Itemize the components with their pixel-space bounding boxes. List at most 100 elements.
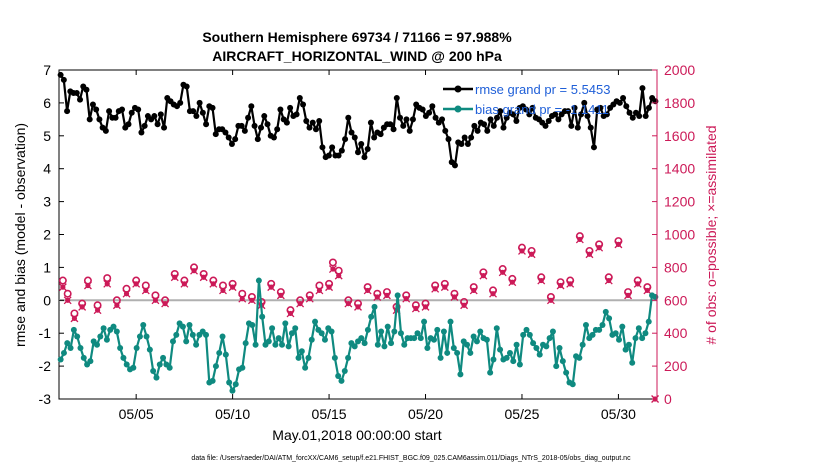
bias-point [477,328,484,335]
bias-point [361,340,368,347]
rmse-point [584,113,591,120]
obs-assimilated-cross [103,279,112,288]
rmse-point [342,136,349,143]
bias-point [559,358,566,365]
bias-point [285,343,292,350]
bias-point [265,338,272,345]
bias-point [351,343,358,350]
bias-point [93,341,100,348]
bias-point [378,328,385,335]
x-tick-label: 05/30 [601,406,636,422]
y-tick-label-left: 4 [43,161,51,177]
rmse-point [335,152,342,159]
rmse-point [251,122,258,129]
obs-assimilated-cross [70,314,79,323]
rmse-point [464,141,471,148]
rmse-point [154,121,161,128]
obs-assimilated-cross [228,283,237,292]
rmse-point [141,122,148,129]
rmse-point [442,127,449,134]
y-tick-label-right: 1200 [664,194,695,210]
chart-axes: -3 -2 -1 0 1 2 3 4 5 6 7 0 200 400 600 800 1000 1200 1400 1… [39,62,696,422]
rmse-point [497,108,504,115]
bias-point [632,335,639,342]
obs-assimilated-cross [305,294,314,303]
rmse-point [403,116,410,123]
bias-point [216,349,223,356]
rmse-point [225,134,232,141]
bias-point [417,335,424,342]
obs-assimilated-cross [604,276,613,285]
bias-point [394,292,401,299]
y-tick-label-left: -1 [39,325,52,341]
rmse-point [86,116,93,123]
bias-point [493,325,500,332]
obs-assimilated-cross [469,286,478,295]
rmse-point [274,126,281,133]
rmse-point [348,129,355,136]
obs-assimilated-cross [508,278,517,287]
y-tick-label-left: 6 [43,95,51,111]
bias-point [64,340,71,347]
rmse-point [552,111,559,118]
obs-assimilated-cross [328,265,337,274]
bias-point [411,335,418,342]
bias-point [193,341,200,348]
rmse-point [568,122,575,129]
x-tick-label: 05/10 [215,406,250,422]
bias-point [503,354,510,361]
bias-point [321,336,328,343]
bias-point [292,325,299,332]
rmse-point [493,114,500,121]
y-axis-label-left: rmse and bias (model - observation) [12,123,28,347]
rmse-point [303,117,310,124]
bias-point [629,359,636,366]
bias-point [117,345,124,352]
obs-assimilated-cross [286,309,295,318]
bias-point [183,338,190,345]
bias-point [434,326,441,333]
rmse-point [241,127,248,134]
obs-assimilated-cross [151,296,160,305]
bias-point [533,345,540,352]
bias-point [582,321,589,328]
rmse-point [626,109,633,116]
bias-point [203,331,210,338]
rmse-point [283,119,290,126]
rmse-point [406,127,413,134]
bias-point [381,343,388,350]
bias-point [77,345,84,352]
rmse-point [351,134,358,141]
bias-point [156,361,163,368]
y-tick-label-left: 0 [43,292,51,308]
bias-point [616,336,623,343]
bias-point [606,315,613,322]
obs-assimilated-cross [585,250,594,259]
rmse-point [64,108,71,115]
y-tick-label-right: 800 [664,259,688,275]
rmse-point [432,114,439,121]
bias-point [556,345,563,352]
bias-point [510,358,517,365]
bias-point [388,340,395,347]
rmse-point [102,127,109,134]
rmse-point [574,124,581,131]
obs-assimilated-cross [180,279,189,288]
bias-point [335,372,342,379]
rmse-point [571,104,578,111]
rmse-point [419,106,426,113]
bias-point [358,335,365,342]
rmse-point [60,76,67,83]
obs-assimilated-cross [595,243,604,252]
rmse-point [345,114,352,121]
obs-assimilated-cross [296,299,305,308]
bias-point [543,343,550,350]
obs-assimilated-cross [122,289,131,298]
y-tick-label-right: 1800 [664,95,695,111]
obs-assimilated-cross [83,281,92,290]
rmse-point [510,111,517,118]
rmse-point [461,134,468,141]
rmse-point [578,111,585,118]
bias-point [635,325,642,332]
chart-subtitle: AIRCRAFT_HORIZONTAL_WIND @ 200 hPa [212,48,502,64]
